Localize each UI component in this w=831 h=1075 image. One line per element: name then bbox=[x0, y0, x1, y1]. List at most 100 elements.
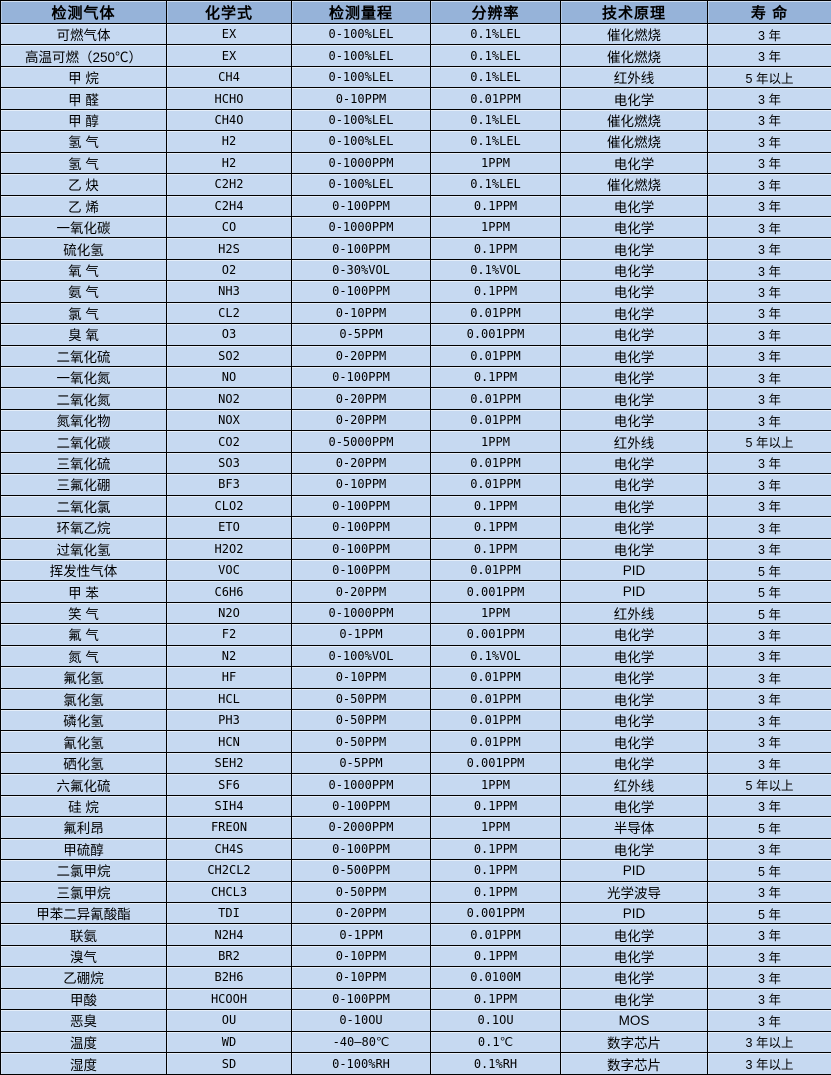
cell-detection-range: 0-1PPM bbox=[291, 623, 431, 646]
cell-gas-name: 挥发性气体 bbox=[0, 558, 167, 582]
header-lifespan: 寿 命 bbox=[707, 0, 831, 24]
cell-chemical-formula: N2O bbox=[166, 601, 292, 625]
header-chemical-formula: 化学式 bbox=[166, 0, 292, 24]
cell-resolution: 0.01PPM bbox=[430, 344, 561, 368]
cell-detection-range: 0-100PPM bbox=[291, 516, 431, 539]
cell-lifespan: 3 年 bbox=[707, 730, 831, 753]
cell-resolution: 0.1PPM bbox=[430, 794, 561, 818]
cell-chemical-formula: CO2 bbox=[166, 430, 292, 453]
cell-lifespan: 3 年 bbox=[707, 1009, 831, 1032]
cell-detection-range: 0-100%LEL bbox=[291, 44, 431, 67]
cell-chemical-formula: HF bbox=[166, 666, 292, 689]
table-row: 硅 烷 SIH4 0-100PPM 0.1PPM 电化学 3 年 bbox=[0, 794, 831, 818]
cell-gas-name: 乙 烯 bbox=[0, 194, 167, 217]
table-row: 乙 烯 C2H4 0-100PPM 0.1PPM 电化学 3 年 bbox=[0, 194, 831, 217]
cell-technology-principle: 电化学 bbox=[560, 365, 708, 389]
cell-lifespan: 3 年 bbox=[707, 408, 831, 432]
cell-gas-name: 硒化氢 bbox=[0, 751, 167, 775]
cell-technology-principle: 光学波导 bbox=[560, 880, 708, 903]
cell-technology-principle: 电化学 bbox=[560, 494, 708, 518]
cell-technology-principle: 数字芯片 bbox=[560, 1052, 708, 1075]
cell-chemical-formula: HCL bbox=[166, 687, 292, 711]
cell-lifespan: 3 年 bbox=[707, 944, 831, 968]
table-row: 二氧化氯 CLO2 0-100PPM 0.1PPM 电化学 3 年 bbox=[0, 494, 831, 518]
cell-lifespan: 5 年 bbox=[707, 816, 831, 839]
cell-chemical-formula: N2 bbox=[166, 644, 292, 668]
cell-gas-name: 甲 醛 bbox=[0, 87, 167, 110]
cell-gas-name: 氟利昂 bbox=[0, 816, 167, 839]
table-row: 氰化氢 HCN 0-50PPM 0.01PPM 电化学 3 年 bbox=[0, 730, 831, 753]
cell-detection-range: 0-100%VOL bbox=[291, 644, 431, 668]
cell-detection-range: 0-2000PPM bbox=[291, 816, 431, 839]
table-row: 一氧化氮 NO 0-100PPM 0.1PPM 电化学 3 年 bbox=[0, 365, 831, 389]
cell-lifespan: 5 年 bbox=[707, 601, 831, 625]
table-body: 可燃气体 EX 0-100%LEL 0.1%LEL 催化燃烧 3 年高温可燃（250℃） E… bbox=[0, 22, 831, 1075]
table-row: 硒化氢 SEH2 0-5PPM 0.001PPM 电化学 3 年 bbox=[0, 751, 831, 775]
cell-lifespan: 3 年 bbox=[707, 22, 831, 46]
cell-resolution: 0.1%VOL bbox=[430, 258, 561, 282]
cell-resolution: 0.1PPM bbox=[430, 944, 561, 968]
header-technology-principle: 技术原理 bbox=[560, 0, 708, 24]
cell-technology-principle: 电化学 bbox=[560, 323, 708, 346]
cell-detection-range: 0-50PPM bbox=[291, 687, 431, 711]
cell-detection-range: 0-10PPM bbox=[291, 944, 431, 968]
cell-gas-name: 氮 气 bbox=[0, 644, 167, 668]
cell-gas-name: 氮氧化物 bbox=[0, 408, 167, 432]
cell-technology-principle: 电化学 bbox=[560, 408, 708, 432]
table-row: 甲 醛 HCHO 0-10PPM 0.01PPM 电化学 3 年 bbox=[0, 87, 831, 110]
cell-detection-range: 0-1000PPM bbox=[291, 215, 431, 239]
cell-detection-range: 0-30%VOL bbox=[291, 258, 431, 282]
cell-lifespan: 3 年 bbox=[707, 644, 831, 668]
table-row: 可燃气体 EX 0-100%LEL 0.1%LEL 催化燃烧 3 年 bbox=[0, 22, 831, 46]
cell-lifespan: 3 年 bbox=[707, 344, 831, 368]
cell-chemical-formula: HCN bbox=[166, 730, 292, 753]
cell-lifespan: 3 年 bbox=[707, 130, 831, 153]
cell-lifespan: 3 年 bbox=[707, 87, 831, 110]
cell-lifespan: 3 年 bbox=[707, 987, 831, 1011]
cell-gas-name: 三氟化硼 bbox=[0, 473, 167, 496]
cell-gas-name: 氟化氢 bbox=[0, 666, 167, 689]
cell-lifespan: 3 年 bbox=[707, 516, 831, 539]
cell-gas-name: 氢 气 bbox=[0, 130, 167, 153]
cell-gas-name: 二氯甲烷 bbox=[0, 859, 167, 882]
cell-lifespan: 3 年 bbox=[707, 708, 831, 732]
cell-detection-range: 0-10PPM bbox=[291, 301, 431, 325]
cell-detection-range: 0-10PPM bbox=[291, 666, 431, 689]
cell-chemical-formula: N2H4 bbox=[166, 923, 292, 946]
cell-lifespan: 3 年 bbox=[707, 537, 831, 560]
cell-detection-range: 0-100PPM bbox=[291, 194, 431, 217]
cell-technology-principle: 电化学 bbox=[560, 966, 708, 989]
cell-technology-principle: PID bbox=[560, 859, 708, 882]
table-row: 氯化氢 HCL 0-50PPM 0.01PPM 电化学 3 年 bbox=[0, 687, 831, 711]
cell-gas-name: 氢 气 bbox=[0, 151, 167, 175]
cell-lifespan: 3 年 bbox=[707, 687, 831, 711]
cell-resolution: 0.01PPM bbox=[430, 666, 561, 689]
table-row: 溴气 BR2 0-10PPM 0.1PPM 电化学 3 年 bbox=[0, 944, 831, 968]
cell-chemical-formula: OU bbox=[166, 1009, 292, 1032]
cell-technology-principle: 电化学 bbox=[560, 730, 708, 753]
cell-chemical-formula: HCOOH bbox=[166, 987, 292, 1011]
cell-gas-name: 乙 炔 bbox=[0, 173, 167, 196]
cell-chemical-formula: BF3 bbox=[166, 473, 292, 496]
cell-technology-principle: MOS bbox=[560, 1009, 708, 1032]
cell-detection-range: 0-1PPM bbox=[291, 923, 431, 946]
table-row: 过氧化氢 H2O2 0-100PPM 0.1PPM 电化学 3 年 bbox=[0, 537, 831, 560]
cell-gas-name: 二氧化碳 bbox=[0, 430, 167, 453]
cell-chemical-formula: BR2 bbox=[166, 944, 292, 968]
cell-lifespan: 3 年 bbox=[707, 794, 831, 818]
cell-chemical-formula: NH3 bbox=[166, 280, 292, 303]
cell-chemical-formula: SO3 bbox=[166, 451, 292, 475]
cell-lifespan: 3 年 bbox=[707, 194, 831, 217]
cell-resolution: 0.1PPM bbox=[430, 537, 561, 560]
cell-chemical-formula: CH4O bbox=[166, 108, 292, 132]
cell-lifespan: 3 年 bbox=[707, 258, 831, 282]
cell-chemical-formula: C6H6 bbox=[166, 580, 292, 603]
cell-detection-range: 0-100%LEL bbox=[291, 22, 431, 46]
cell-chemical-formula: VOC bbox=[166, 558, 292, 582]
table-row: 六氟化硫 SF6 0-1000PPM 1PPM 红外线 5 年以上 bbox=[0, 773, 831, 796]
cell-lifespan: 3 年 bbox=[707, 387, 831, 410]
cell-resolution: 0.1PPM bbox=[430, 280, 561, 303]
cell-technology-principle: 数字芯片 bbox=[560, 1030, 708, 1054]
cell-resolution: 1PPM bbox=[430, 773, 561, 796]
cell-resolution: 0.1%RH bbox=[430, 1052, 561, 1075]
